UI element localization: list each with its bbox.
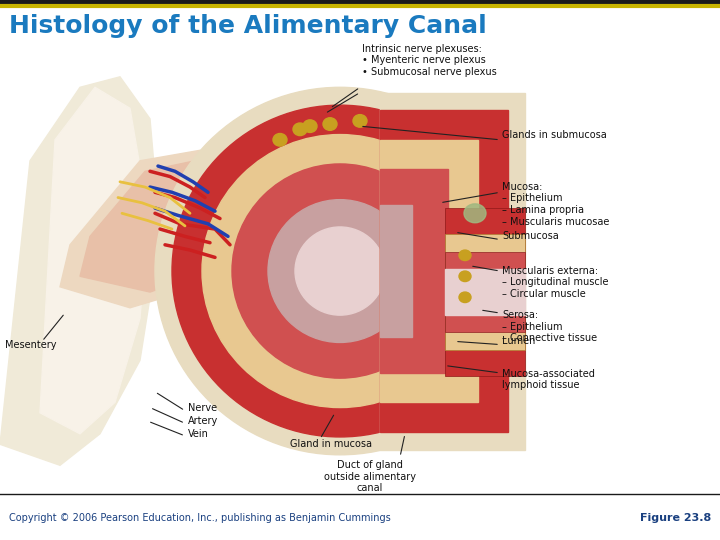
Text: Lumen: Lumen bbox=[502, 336, 536, 346]
Bar bbox=[445, 252, 525, 332]
Bar bbox=[380, 140, 478, 402]
Text: Duct of gland
outside alimentary
canal: Duct of gland outside alimentary canal bbox=[324, 460, 416, 493]
Bar bbox=[380, 169, 448, 373]
Bar bbox=[380, 110, 508, 431]
Polygon shape bbox=[40, 87, 148, 434]
Text: Mucosa-associated
lymphoid tissue: Mucosa-associated lymphoid tissue bbox=[502, 369, 595, 390]
Ellipse shape bbox=[303, 120, 317, 132]
Ellipse shape bbox=[459, 250, 471, 261]
Text: Mesentery: Mesentery bbox=[5, 340, 56, 349]
Bar bbox=[445, 208, 525, 376]
Ellipse shape bbox=[293, 123, 307, 136]
Bar bbox=[445, 269, 525, 315]
Text: Vein: Vein bbox=[188, 429, 209, 439]
Ellipse shape bbox=[268, 200, 412, 342]
Ellipse shape bbox=[464, 204, 486, 223]
Ellipse shape bbox=[202, 134, 478, 408]
Text: Histology of the Alimentary Canal: Histology of the Alimentary Canal bbox=[9, 14, 487, 37]
Ellipse shape bbox=[273, 133, 287, 146]
Polygon shape bbox=[80, 161, 250, 292]
Text: Muscularis externa:
– Longitudinal muscle
– Circular muscle: Muscularis externa: – Longitudinal muscl… bbox=[502, 266, 608, 299]
Text: Submucosa: Submucosa bbox=[502, 232, 559, 241]
Polygon shape bbox=[0, 77, 160, 465]
Ellipse shape bbox=[459, 271, 471, 281]
Bar bbox=[380, 205, 412, 337]
Text: Mucosa:
– Epithelium
– Lamina propria
– Muscularis mucosae: Mucosa: – Epithelium – Lamina propria – … bbox=[502, 182, 609, 227]
Ellipse shape bbox=[172, 105, 508, 437]
Text: Intrinsic nerve plexuses:
• Myenteric nerve plexus
• Submucosal nerve plexus: Intrinsic nerve plexuses: • Myenteric ne… bbox=[362, 44, 497, 77]
Text: Serosa:
– Epithelium
– Connective tissue: Serosa: – Epithelium – Connective tissue bbox=[502, 310, 597, 343]
Ellipse shape bbox=[295, 227, 385, 315]
Ellipse shape bbox=[353, 114, 367, 127]
Bar bbox=[445, 234, 525, 350]
Text: Gland in mucosa: Gland in mucosa bbox=[290, 440, 372, 449]
Bar bbox=[380, 92, 525, 449]
Text: Artery: Artery bbox=[188, 416, 218, 426]
Text: Nerve: Nerve bbox=[188, 402, 217, 413]
Text: Figure 23.8: Figure 23.8 bbox=[640, 514, 711, 523]
Ellipse shape bbox=[323, 118, 337, 130]
Text: Copyright © 2006 Pearson Education, Inc., publishing as Benjamin Cummings: Copyright © 2006 Pearson Education, Inc.… bbox=[9, 514, 390, 523]
Polygon shape bbox=[60, 150, 250, 308]
Ellipse shape bbox=[459, 292, 471, 302]
Ellipse shape bbox=[232, 164, 448, 378]
Text: Glands in submucosa: Glands in submucosa bbox=[502, 130, 607, 139]
Ellipse shape bbox=[155, 87, 525, 455]
